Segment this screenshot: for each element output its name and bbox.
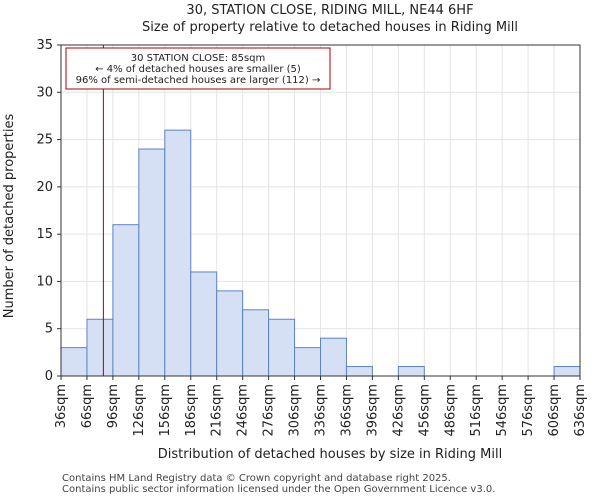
bar [60, 347, 88, 377]
y-tick-label: 5 [45, 322, 53, 337]
footer-line-2: Contains public sector information licen… [62, 484, 496, 495]
x-tick-label: 96sqm [106, 384, 121, 428]
bar [216, 290, 244, 377]
bar [320, 337, 347, 377]
bar [112, 224, 140, 377]
x-tick-label: 66sqm [80, 384, 95, 428]
annotation-line-2: ← 4% of detached houses are smaller (5) [95, 64, 301, 75]
y-tick-label: 10 [36, 274, 53, 289]
x-tick-label: 246sqm [236, 384, 251, 437]
x-tick-label: 636sqm [573, 384, 588, 437]
bar [138, 148, 166, 377]
bar [294, 347, 321, 377]
chart-title: 30, STATION CLOSE, RIDING MILL, NE44 6HF [186, 3, 473, 18]
bar [164, 129, 192, 377]
bars [60, 129, 581, 377]
chart-subtitle: Size of property relative to detached ho… [142, 20, 518, 35]
x-tick-label: 156sqm [158, 384, 173, 437]
footer-line-1: Contains HM Land Registry data © Crown c… [62, 473, 451, 484]
x-tick-label: 516sqm [469, 384, 484, 437]
y-axis-label: Number of detached properties [2, 114, 17, 319]
bar [86, 318, 114, 377]
x-tick-label: 426sqm [391, 384, 406, 437]
annotation-line-1: 30 STATION CLOSE: 85sqm [131, 53, 266, 64]
x-tick-label: 186sqm [184, 384, 199, 437]
bar [242, 309, 270, 377]
x-tick-label: 36sqm [54, 384, 69, 428]
x-tick-label: 366sqm [339, 384, 354, 437]
x-tick-label: 576sqm [521, 384, 536, 437]
x-tick-label: 276sqm [262, 384, 277, 437]
bar [397, 366, 425, 377]
x-tick-label: 126sqm [132, 384, 147, 437]
x-tick-label: 336sqm [314, 384, 329, 437]
x-ticks: 36sqm 66sqm 96sqm 126sqm 156sqm 186sqm 216sqm 2… [54, 376, 588, 437]
bar [345, 366, 373, 377]
annotation-box [65, 47, 331, 90]
x-axis-label: Distribution of detached houses by size … [158, 447, 502, 462]
y-tick-label: 30 [36, 85, 53, 100]
x-tick-label: 546sqm [495, 384, 510, 437]
annotation-line-3: 96% of semi-detached houses are larger (… [76, 75, 321, 86]
y-tick-label: 25 [36, 133, 53, 148]
x-tick-label: 606sqm [547, 384, 562, 437]
y-tick-label: 35 [36, 38, 53, 53]
y-tick-label: 20 [36, 180, 53, 195]
bar [553, 366, 581, 377]
x-tick-label: 396sqm [365, 384, 380, 437]
y-ticks: 0 5 10 15 20 25 30 35 [36, 38, 61, 384]
y-tick-label: 0 [45, 369, 53, 384]
x-tick-label: 216sqm [210, 384, 225, 437]
bar [190, 271, 218, 377]
y-tick-label: 15 [36, 227, 53, 242]
marker: 30 STATION CLOSE: 85sqm ← 4% of detached… [65, 45, 331, 376]
bar [268, 318, 296, 377]
x-tick-label: 456sqm [417, 384, 432, 437]
x-tick-label: 486sqm [443, 384, 458, 437]
x-tick-label: 306sqm [288, 384, 303, 437]
